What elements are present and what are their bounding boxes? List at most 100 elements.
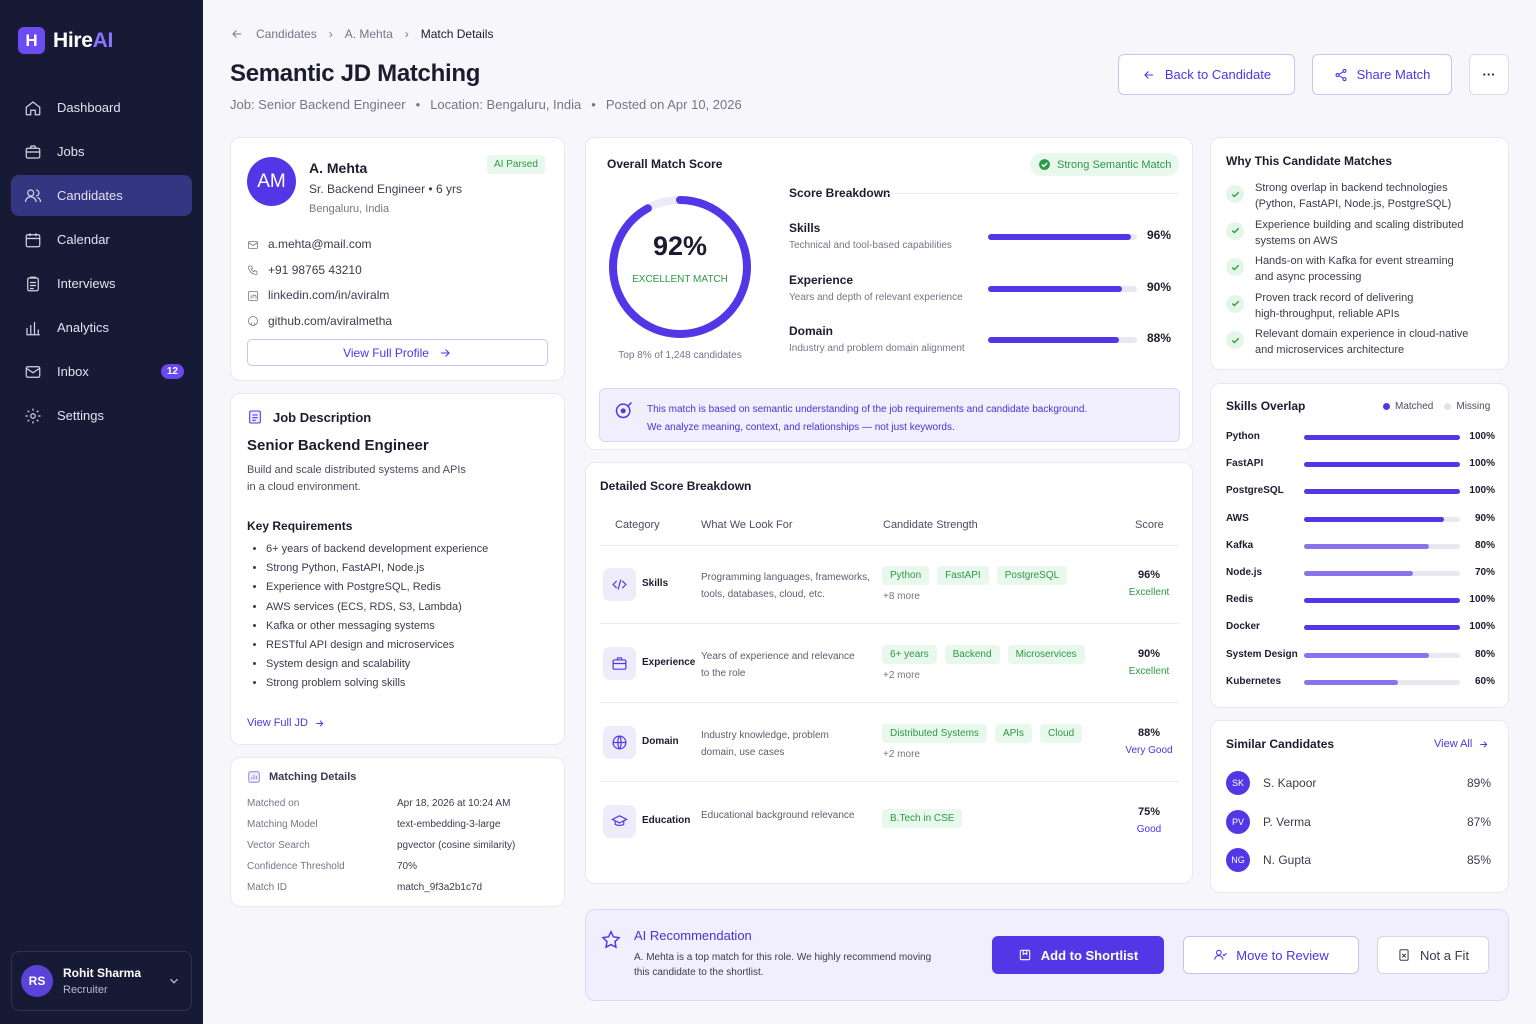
requirement-item: Experience with PostgreSQL, Redis	[266, 578, 488, 597]
skill-bar	[1304, 489, 1460, 495]
skill-bar-fill	[1304, 543, 1429, 549]
look-for-text: Industry knowledge, problem domain, use c…	[701, 730, 829, 758]
globe-icon	[603, 726, 636, 759]
back-to-candidate-button[interactable]: Back to Candidate	[1118, 54, 1295, 95]
move-to-review-button[interactable]: Move to Review	[1183, 936, 1359, 974]
score-gauge	[609, 196, 751, 338]
view-full-jd-link[interactable]: View Full JD	[247, 717, 325, 729]
home-icon	[25, 100, 41, 115]
more-options-button[interactable]: ···	[1469, 54, 1509, 95]
skill-bar	[1304, 571, 1460, 576]
view-full-profile-button[interactable]: View Full Profile	[247, 339, 548, 366]
job-meta: Job: Senior Backend Engineer • Location: …	[230, 97, 742, 112]
skill-bar	[1304, 652, 1460, 658]
clipboard-icon	[27, 276, 39, 291]
more-tags-link[interactable]: +8 more	[883, 591, 920, 602]
sidebar-item-inbox[interactable]: Inbox 12	[11, 351, 192, 392]
skill-bar-fill	[1304, 462, 1460, 468]
document-icon	[249, 410, 261, 424]
candidate-card: AM A. Mehta AI Parsed Sr. Backend Engine…	[230, 137, 565, 381]
category-label: Domain	[642, 736, 679, 747]
candidate-name: A. Mehta	[309, 160, 368, 176]
user-menu[interactable]: RS Rohit Sharma Recruiter	[11, 951, 192, 1011]
strength-tag: PostgreSQL	[996, 566, 1068, 585]
similar-candidate-row[interactable]: SK S. Kapoor 89%	[1226, 771, 1491, 796]
breadcrumb-candidate[interactable]: A. Mehta	[344, 27, 393, 41]
similar-name: S. Kapoor	[1263, 776, 1317, 790]
category-label: Skills	[642, 578, 669, 589]
row-rating: Excellent	[1128, 666, 1170, 677]
share-match-button[interactable]: Share Match	[1312, 54, 1452, 95]
briefcase-icon	[25, 144, 41, 159]
more-tags-link[interactable]: +2 more	[883, 749, 920, 760]
strength-tag: APIs	[994, 724, 1033, 743]
check-circle-icon	[1039, 159, 1050, 170]
sidebar-item-label: Interviews	[57, 276, 116, 291]
email-contact[interactable]: a.mehta@mail.com	[247, 232, 392, 258]
sidebar-item-dashboard[interactable]: Dashboard	[11, 87, 192, 128]
semantic-note: This match is based on semantic understa…	[599, 388, 1180, 442]
github-link[interactable]: github.com/aviralmetha	[247, 309, 392, 335]
chevron-right-icon: ›	[404, 27, 409, 41]
jd-description: Build and scale distributed systems and …	[247, 464, 466, 493]
page-title: Semantic JD Matching	[230, 60, 481, 87]
calendar-icon	[25, 232, 41, 247]
skill-bar	[1304, 462, 1460, 468]
not-a-fit-button[interactable]: Not a Fit	[1377, 936, 1489, 974]
matching-detail-value: Apr 18, 2026 at 10:24 AM	[397, 798, 511, 809]
linkedin-link[interactable]: linkedin.com/in/aviralm	[247, 283, 392, 309]
ai-recommendation-panel: AI Recommendation A. Mehta is a top matc…	[585, 909, 1509, 1001]
check-icon	[1226, 294, 1244, 313]
strength-tag: 6+ years	[882, 645, 937, 664]
jd-title: Senior Backend Engineer	[247, 437, 429, 454]
look-for-text: Years of experience and relevance to the …	[701, 651, 855, 679]
add-to-shortlist-button[interactable]: Add to Shortlist	[992, 936, 1164, 974]
skill-name: PostgreSQL	[1226, 485, 1284, 497]
breadcrumb-current: Match Details	[420, 27, 494, 41]
matching-detail-value: 70%	[397, 861, 418, 872]
sidebar-item-interviews[interactable]: Interviews	[11, 263, 192, 304]
skill-bar-fill	[1304, 598, 1460, 604]
sidebar-item-settings[interactable]: Settings	[11, 395, 192, 436]
user-name: Rohit Sharma	[63, 966, 142, 980]
more-tags-link[interactable]: +2 more	[883, 670, 920, 681]
similar-candidate-row[interactable]: NG N. Gupta 85%	[1226, 848, 1491, 873]
arrow-left-icon	[1144, 70, 1153, 79]
sidebar-item-jobs[interactable]: Jobs	[11, 131, 192, 172]
requirement-item: Strong problem solving skills	[266, 674, 488, 693]
users-icon	[24, 188, 42, 202]
skill-pct: 80%	[1474, 648, 1495, 660]
table-row: Education Educational background relevanc…	[600, 786, 1179, 859]
brand-name: HireAI	[53, 28, 114, 52]
app-logo[interactable]: H HireAI	[18, 27, 113, 54]
table-row: Skills Programming languages, frameworks,…	[600, 549, 1179, 624]
job-location-meta: Location: Bengaluru, India	[430, 97, 582, 112]
reco-text: A. Mehta is a top match for this role. W…	[634, 952, 932, 978]
match-reason: Hands-on with Kafka for event streaming a…	[1255, 255, 1454, 283]
matching-detail-label: Matched on	[247, 798, 300, 809]
job-posted-meta: Posted on Apr 10, 2026	[605, 97, 742, 112]
gear-icon	[25, 408, 41, 423]
breakdown-bar-fill	[988, 234, 1132, 240]
breadcrumb-candidates[interactable]: Candidates	[256, 27, 317, 41]
overall-heading: Overall Match Score	[607, 157, 723, 171]
sidebar-item-calendar[interactable]: Calendar	[11, 219, 192, 260]
avatar: NG	[1226, 848, 1250, 872]
sidebar-item-label: Dashboard	[57, 100, 121, 115]
arrow-left-icon[interactable]	[230, 27, 244, 41]
check-icon	[1226, 221, 1244, 240]
row-rating: Very Good	[1125, 745, 1173, 756]
phone-contact[interactable]: +91 98765 43210	[247, 258, 392, 284]
sidebar-item-candidates[interactable]: Candidates	[11, 175, 192, 216]
breakdown-name: Skills	[789, 221, 821, 235]
view-all-link[interactable]: View All	[1434, 738, 1489, 750]
skill-pct: 100%	[1469, 458, 1495, 470]
candidate-title: Sr. Backend Engineer • 6 yrs	[309, 182, 462, 196]
similar-candidate-row[interactable]: PV P. Verma 87%	[1226, 809, 1491, 835]
sidebar-item-analytics[interactable]: Analytics	[11, 307, 192, 348]
inbox-count-badge: 12	[160, 364, 184, 379]
bar-chart-icon	[26, 321, 40, 335]
requirements-list: 6+ years of backend development experien…	[266, 540, 488, 694]
similar-pct: 85%	[1466, 853, 1491, 867]
breakdown-desc: Industry and problem domain alignment	[789, 343, 965, 354]
